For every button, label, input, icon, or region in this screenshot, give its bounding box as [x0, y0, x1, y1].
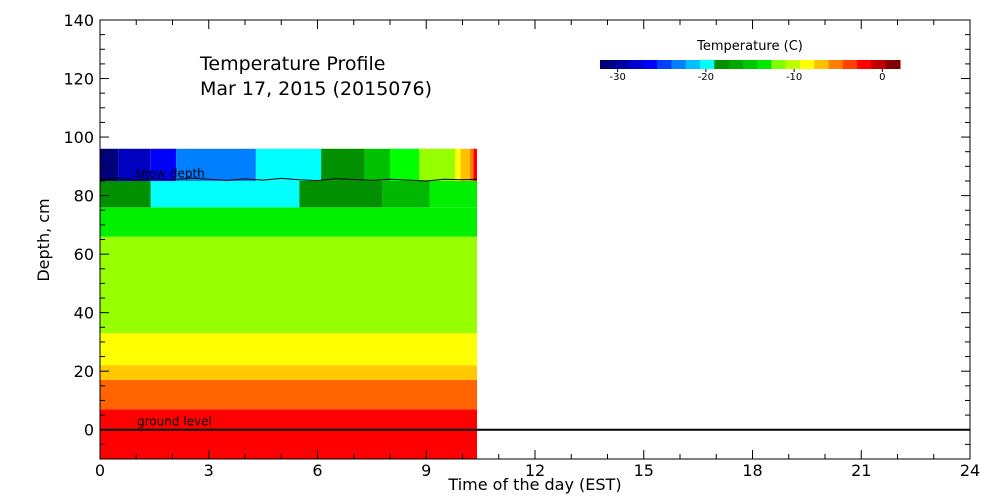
soil-layer-5: [100, 207, 477, 237]
heatmap-cell-17: [473, 148, 477, 181]
colorbar-swatch: [800, 60, 815, 69]
y-tick-label: 80: [74, 187, 94, 206]
heatmap-cell-8: [176, 148, 256, 181]
y-tick-label: 100: [63, 128, 94, 147]
y-axis-title: Depth, cm: [34, 198, 53, 281]
colorbar-swatch: [885, 60, 901, 69]
colorbar-title: Temperature (C): [696, 39, 803, 54]
colorbar-swatch: [871, 60, 887, 69]
colorbar-swatch: [600, 60, 615, 69]
y-tick-label: 140: [63, 11, 94, 30]
x-tick-label: 24: [960, 461, 980, 480]
chart-subtitle: Mar 17, 2015 (2015076): [200, 78, 432, 100]
ground-level-label: ground level: [137, 415, 212, 429]
colorbar-swatch: [828, 60, 844, 69]
axes-layer: 0 3 6 9 12 15 18 21 24 0 20 40 60 80 100 120 140: [63, 11, 980, 480]
colorbar-swatch: [785, 60, 801, 69]
soil-layer-4: [100, 236, 477, 334]
colorbar-legend: Temperature (C) -30 -20 -10 0: [600, 39, 901, 83]
colorbar-tick-label: -20: [698, 72, 714, 83]
x-tick-label: 18: [742, 461, 762, 480]
colorbar-swatch: [814, 60, 830, 69]
colorbar-swatch: [842, 60, 858, 69]
soil-layer-3: [100, 333, 477, 366]
chart-title: Temperature Profile: [199, 53, 385, 75]
colorbar-tick-label: -30: [609, 72, 625, 83]
heatmap-cell-4: [429, 180, 477, 208]
heatmap-cell-16: [469, 148, 474, 181]
colorbar-swatches: [600, 60, 901, 69]
y-tick-label: 0: [84, 421, 94, 440]
colorbar-swatch: [671, 60, 687, 69]
heatmap-cell-7: [150, 148, 177, 181]
colorbar-swatch: [728, 60, 744, 69]
heatmap-cell-9: [255, 148, 322, 181]
heatmap-cell-0: [100, 180, 151, 208]
colorbar-swatch: [685, 60, 701, 69]
heatmap-layer: [100, 148, 477, 459]
x-tick-label: 12: [525, 461, 545, 480]
colorbar-swatch: [857, 60, 872, 69]
colorbar-tick-label: 0: [879, 72, 885, 83]
overlay-layer: snow depth ground level: [99, 167, 970, 431]
colorbar-swatch: [742, 60, 758, 69]
colorbar-swatch: [628, 60, 644, 69]
heatmap-cell-2: [299, 180, 383, 208]
heatmap-cell-10: [321, 148, 365, 181]
snow-depth-label: snow depth: [135, 167, 205, 181]
x-tick-label: 9: [421, 461, 431, 480]
colorbar-swatch: [642, 60, 658, 69]
snow-depth-line: [99, 177, 478, 182]
y-tick-label: 60: [74, 245, 94, 264]
x-tick-label: 15: [634, 461, 654, 480]
x-tick-label: 6: [312, 461, 322, 480]
soil-layer-1: [100, 379, 477, 410]
soil-layer-2: [100, 365, 477, 380]
colorbar-swatch: [700, 60, 715, 69]
colorbar-tick-label: -10: [786, 72, 802, 83]
x-tick-label: 21: [851, 461, 871, 480]
x-tick-label: 0: [95, 461, 105, 480]
colorbar-swatch: [757, 60, 772, 69]
colorbar-swatch: [657, 60, 672, 69]
heatmap-cell-1: [150, 180, 300, 208]
heatmap-cell-12: [390, 148, 419, 181]
y-tick-label: 20: [74, 362, 94, 381]
heatmap-cell-13: [419, 148, 456, 181]
colorbar-swatch: [771, 60, 787, 69]
heatmap-cell-3: [382, 180, 430, 208]
y-tick-label: 120: [63, 70, 94, 89]
x-axis-title: Time of the day (EST): [447, 475, 621, 494]
colorbar-swatch: [714, 60, 730, 69]
heatmap-cell-11: [364, 148, 390, 181]
colorbar-ticks: -30 -20 -10 0: [609, 69, 886, 83]
heatmap-cell-15: [460, 148, 470, 181]
y-tick-label: 40: [74, 304, 94, 323]
heatmap-cell-6: [118, 148, 151, 181]
heatmap-cell-5: [100, 148, 119, 181]
heatmap-cell-14: [455, 148, 461, 181]
x-tick-label: 3: [204, 461, 214, 480]
colorbar-swatch: [614, 60, 630, 69]
soil-layer-0: [100, 409, 477, 459]
